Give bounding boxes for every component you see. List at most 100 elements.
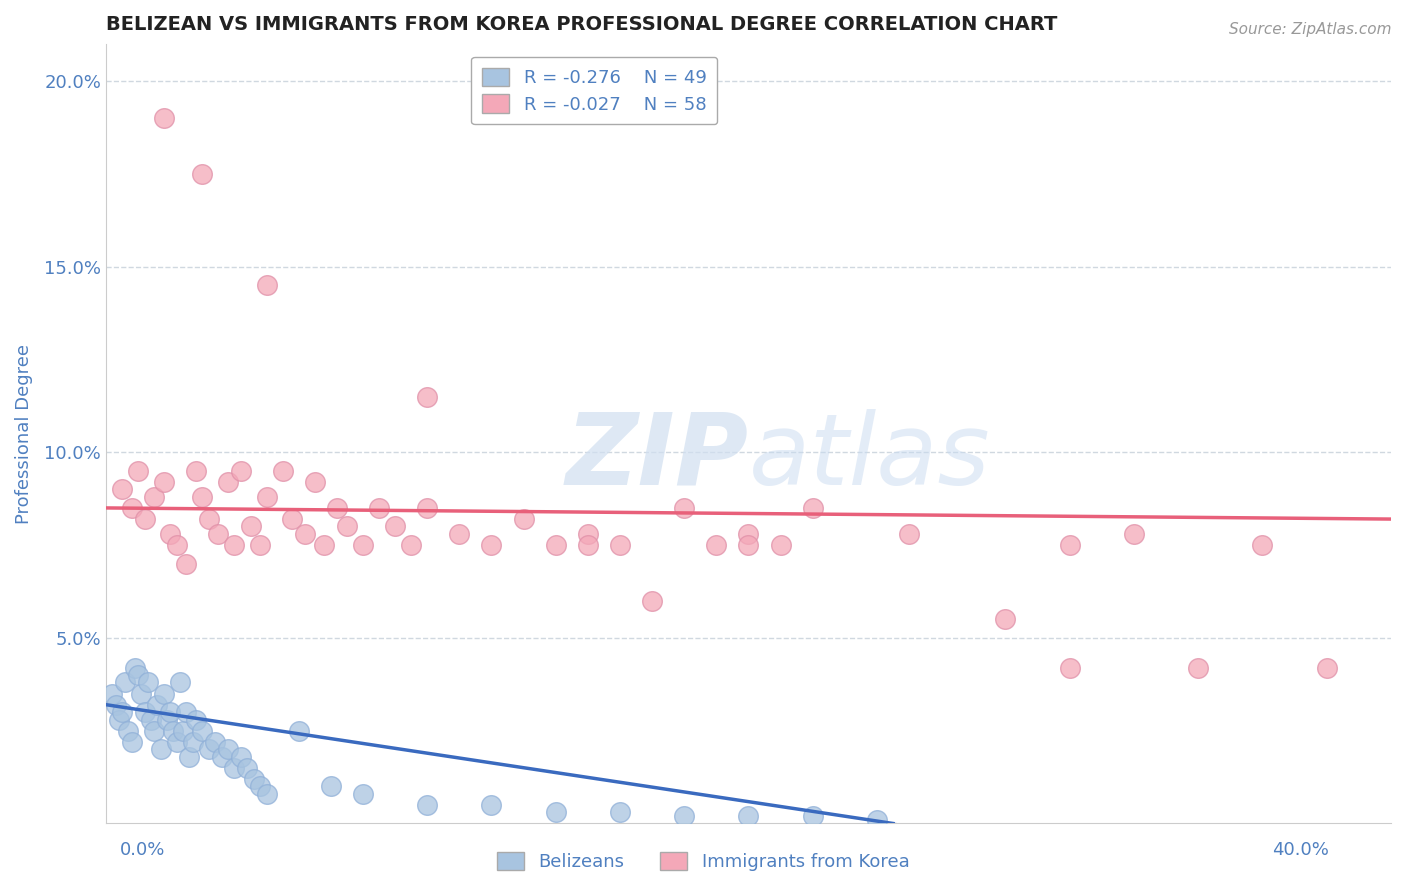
Point <box>673 500 696 515</box>
Point <box>229 749 252 764</box>
Point <box>544 538 567 552</box>
Point <box>134 705 156 719</box>
Point <box>224 538 246 552</box>
Point <box>224 761 246 775</box>
Point <box>152 475 174 489</box>
Point <box>131 687 153 701</box>
Point <box>191 167 214 181</box>
Text: atlas: atlas <box>748 409 990 506</box>
Point <box>181 735 204 749</box>
Point <box>609 805 631 820</box>
Point <box>184 464 207 478</box>
Point <box>108 713 131 727</box>
Point <box>149 742 172 756</box>
Point <box>706 538 728 552</box>
Point <box>898 527 921 541</box>
Point <box>236 761 259 775</box>
Point <box>1316 660 1339 674</box>
Point <box>143 490 166 504</box>
Point <box>172 723 194 738</box>
Point <box>449 527 471 541</box>
Point <box>162 723 184 738</box>
Point <box>256 490 278 504</box>
Point <box>512 512 534 526</box>
Point <box>166 735 188 749</box>
Point <box>111 483 134 497</box>
Point <box>326 500 349 515</box>
Point <box>121 735 143 749</box>
Point <box>737 527 759 541</box>
Legend: R = -0.276    N = 49, R = -0.027    N = 58: R = -0.276 N = 49, R = -0.027 N = 58 <box>471 57 717 124</box>
Point <box>866 813 889 827</box>
Point <box>191 723 214 738</box>
Point <box>416 797 439 812</box>
Text: ZIP: ZIP <box>565 409 748 506</box>
Point <box>166 538 188 552</box>
Point <box>641 593 664 607</box>
Point <box>319 780 342 794</box>
Point <box>139 713 162 727</box>
Point <box>152 687 174 701</box>
Point <box>801 500 824 515</box>
Point <box>111 705 134 719</box>
Point <box>416 390 439 404</box>
Point <box>256 278 278 293</box>
Point <box>156 713 179 727</box>
Point <box>169 675 191 690</box>
Point <box>152 111 174 125</box>
Point <box>146 698 169 712</box>
Point <box>207 527 229 541</box>
Point <box>769 538 792 552</box>
Point <box>673 809 696 823</box>
Point <box>217 475 239 489</box>
Point <box>127 464 149 478</box>
Point <box>576 538 599 552</box>
Point <box>544 805 567 820</box>
Point <box>801 809 824 823</box>
Point <box>416 500 439 515</box>
Point <box>197 512 219 526</box>
Point <box>143 723 166 738</box>
Point <box>239 519 262 533</box>
Text: Source: ZipAtlas.com: Source: ZipAtlas.com <box>1229 22 1392 37</box>
Point <box>174 557 197 571</box>
Point <box>384 519 406 533</box>
Point <box>271 464 294 478</box>
Point <box>481 797 503 812</box>
Point <box>287 723 309 738</box>
Point <box>197 742 219 756</box>
Point <box>1251 538 1274 552</box>
Point <box>336 519 359 533</box>
Y-axis label: Professional Degree: Professional Degree <box>15 343 32 524</box>
Point <box>737 809 759 823</box>
Point <box>114 675 136 690</box>
Point <box>204 735 226 749</box>
Point <box>174 705 197 719</box>
Point <box>368 500 391 515</box>
Point <box>352 787 374 801</box>
Point <box>229 464 252 478</box>
Point <box>1059 660 1081 674</box>
Point <box>134 512 156 526</box>
Point <box>127 668 149 682</box>
Point <box>217 742 239 756</box>
Text: BELIZEAN VS IMMIGRANTS FROM KOREA PROFESSIONAL DEGREE CORRELATION CHART: BELIZEAN VS IMMIGRANTS FROM KOREA PROFES… <box>105 15 1057 34</box>
Point <box>737 538 759 552</box>
Point <box>179 749 201 764</box>
Point <box>104 698 127 712</box>
Point <box>242 772 264 786</box>
Point <box>294 527 316 541</box>
Point <box>256 787 278 801</box>
Point <box>281 512 304 526</box>
Point <box>159 527 181 541</box>
Point <box>1187 660 1209 674</box>
Point <box>314 538 336 552</box>
Point <box>1123 527 1146 541</box>
Point <box>101 687 124 701</box>
Legend: Belizeans, Immigrants from Korea: Belizeans, Immigrants from Korea <box>489 845 917 879</box>
Point <box>121 500 143 515</box>
Point <box>994 612 1017 626</box>
Point <box>304 475 326 489</box>
Point <box>399 538 422 552</box>
Point <box>184 713 207 727</box>
